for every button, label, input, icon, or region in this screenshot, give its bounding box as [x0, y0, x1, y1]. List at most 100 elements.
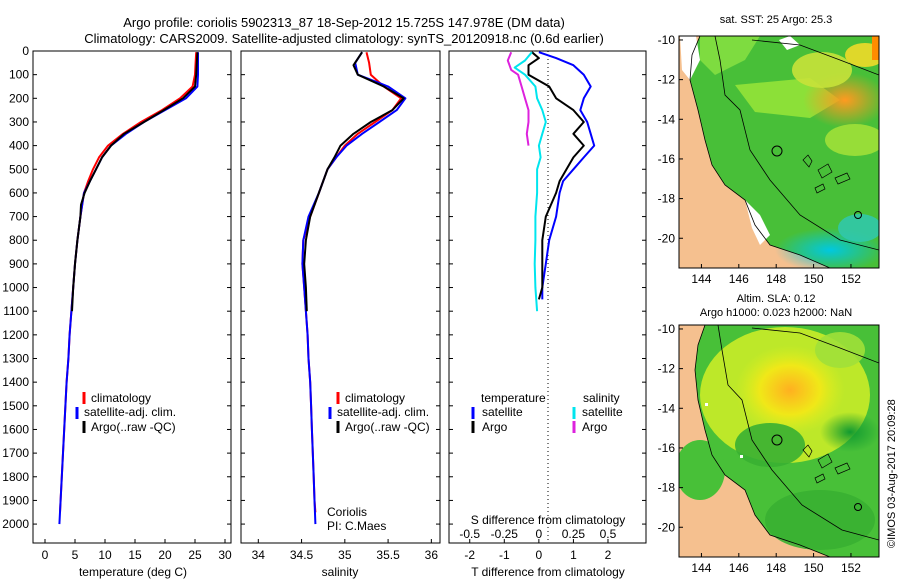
map-lat-label: -16 [658, 441, 676, 455]
x-tick-label: 5 [72, 548, 79, 562]
map-lon-label: 144 [691, 272, 711, 286]
map-lon-label: 150 [804, 561, 824, 575]
difference-series [506, 51, 596, 312]
depth-tick-label: 500 [9, 162, 29, 176]
temperature-series [58, 52, 199, 525]
depth-tick-label: 1300 [2, 352, 29, 366]
imos-credit: ©IMOS 03-Aug-2017 20:09:28 [886, 399, 898, 548]
x-tick-label: -1 [499, 548, 510, 562]
x-top-tick-label: 0.25 [562, 527, 586, 541]
map-lon-label: 144 [691, 561, 711, 575]
temperature-legend: climatology satellite-adj. clim. Argo(..… [75, 391, 176, 434]
sla-contour-1000m [717, 325, 879, 541]
annotation-coriolis: Coriolis [327, 505, 367, 519]
sst-map-title: sat. SST: 25 Argo: 25.3 [720, 14, 833, 26]
map-lon-label: 148 [766, 561, 786, 575]
map-lat-label: -10 [658, 33, 676, 47]
map-lat-label: -12 [658, 362, 676, 376]
sst-map: sat. SST: 25 Argo: 25.3 144 146 148 150 152 -… [658, 14, 880, 286]
sst-contour-1000m [714, 36, 879, 251]
t-difference-axis-label: T difference from climatology [471, 565, 625, 579]
x-tick-label: -2 [464, 548, 475, 562]
salinity-series [301, 51, 407, 525]
salinity-plot-area [240, 50, 441, 544]
depth-tick-label: 800 [9, 233, 29, 247]
map-lat-label: -14 [658, 401, 676, 415]
map-lat-label: -14 [658, 112, 676, 126]
salinity-axis: 34 34.5 35 35.5 36 [252, 539, 439, 562]
x-tick-label: 20 [158, 548, 172, 562]
map-lon-label: 150 [804, 272, 824, 286]
x-tick-label: 2 [605, 548, 612, 562]
map-lat-label: -12 [658, 73, 676, 87]
sst-reef-islands [802, 154, 851, 194]
map-lon-label: 152 [841, 561, 861, 575]
map-lat-label: -20 [658, 231, 676, 245]
map-lon-label: 152 [841, 272, 861, 286]
s-difference-axis-label: S difference from climatology [471, 513, 626, 527]
legend-label-satellite: satellite-adj. clim. [84, 405, 176, 419]
map-lon-label: 148 [766, 272, 786, 286]
sla-map: Altim. SLA: 0.12 Argo h1000: 0.023 h2000… [658, 293, 880, 575]
depth-tick-label: 1700 [2, 446, 29, 460]
depth-axis: 0 100 200 300 400 500 600 700 800 900 1000 1100 1200… [2, 44, 646, 531]
x-tick-label: 0 [42, 548, 49, 562]
sla-map-title-line1: Altim. SLA: 0.12 [737, 293, 816, 305]
depth-tick-label: 300 [9, 115, 29, 129]
series-satellite-adj-clim- [301, 51, 407, 525]
x-top-tick-label: -0.5 [459, 527, 480, 541]
legend-heading-temperature: temperature [481, 391, 546, 405]
map-lat-label: -20 [658, 520, 676, 534]
depth-tick-label: 2000 [2, 517, 29, 531]
depth-tick-label: 1400 [2, 375, 29, 389]
legend-label-argo: Argo(..raw -QC) [91, 420, 176, 434]
map-lat-label: -18 [658, 192, 676, 206]
depth-tick-label: 1100 [3, 304, 29, 318]
depth-tick-label: 700 [9, 210, 29, 224]
legend-label-satellite: satellite-adj. clim. [337, 405, 429, 419]
depth-tick-label: 1600 [2, 422, 29, 436]
x-tick-label: 0 [536, 548, 543, 562]
sst-argo-marker [771, 145, 783, 157]
legend-label-t-argo: Argo [482, 420, 508, 434]
series-temperature-argo [527, 51, 585, 300]
depth-tick-label: 400 [9, 139, 29, 153]
salinity-axis-label: salinity [322, 565, 359, 579]
sla-reef-islands [802, 444, 851, 484]
x-tick-label: 34 [252, 548, 266, 562]
x-tick-label: 15 [128, 548, 142, 562]
sst-map-axes: 144 146 148 150 152 -10 -12 -14 -16 -18 -20 [658, 33, 862, 286]
depth-tick-label: 1800 [2, 470, 29, 484]
series-salinity-argo [506, 51, 530, 146]
difference-plot-area [448, 50, 647, 544]
sla-argo-marker [771, 434, 783, 446]
depth-tick-label: 1200 [2, 328, 29, 342]
depth-tick-label: 1000 [2, 281, 29, 295]
depth-tick-label: 200 [9, 91, 29, 105]
map-lon-label: 146 [729, 272, 749, 286]
x-top-tick-label: -0.25 [491, 527, 519, 541]
temperature-plot-area [32, 50, 232, 544]
x-tick-label: 10 [98, 548, 112, 562]
temperature-axis: 0 5 10 15 20 25 30 [42, 539, 232, 562]
x-top-tick-label: 0.5 [600, 527, 617, 541]
x-top-tick-label: 0 [536, 527, 543, 541]
map-lat-label: -16 [658, 152, 676, 166]
series-salinity-satellite [513, 51, 547, 312]
salinity-legend: climatology satellite-adj. clim. Argo(..… [327, 391, 430, 533]
map-lon-label: 146 [729, 561, 749, 575]
depth-tick-label: 0 [22, 44, 29, 58]
map-lat-label: -18 [658, 481, 676, 495]
x-tick-label: 25 [188, 548, 202, 562]
sla-map-axes: 144 146 148 150 152 -10 -12 -14 -16 -18 -20 [658, 322, 862, 575]
legend-label-s-satellite: satellite [582, 405, 623, 419]
series-argo-raw-qc- [71, 52, 199, 312]
s-difference-axis: -0.5 -0.25 0 0.25 0.5 [459, 527, 616, 541]
x-tick-label: 34.5 [290, 548, 314, 562]
legend-label-argo: Argo(..raw -QC) [345, 420, 430, 434]
difference-legend: temperature satellite Argo salinity sate… [471, 391, 623, 434]
x-tick-label: 1 [570, 548, 577, 562]
x-tick-label: 30 [218, 548, 232, 562]
x-tick-label: 36 [425, 548, 439, 562]
